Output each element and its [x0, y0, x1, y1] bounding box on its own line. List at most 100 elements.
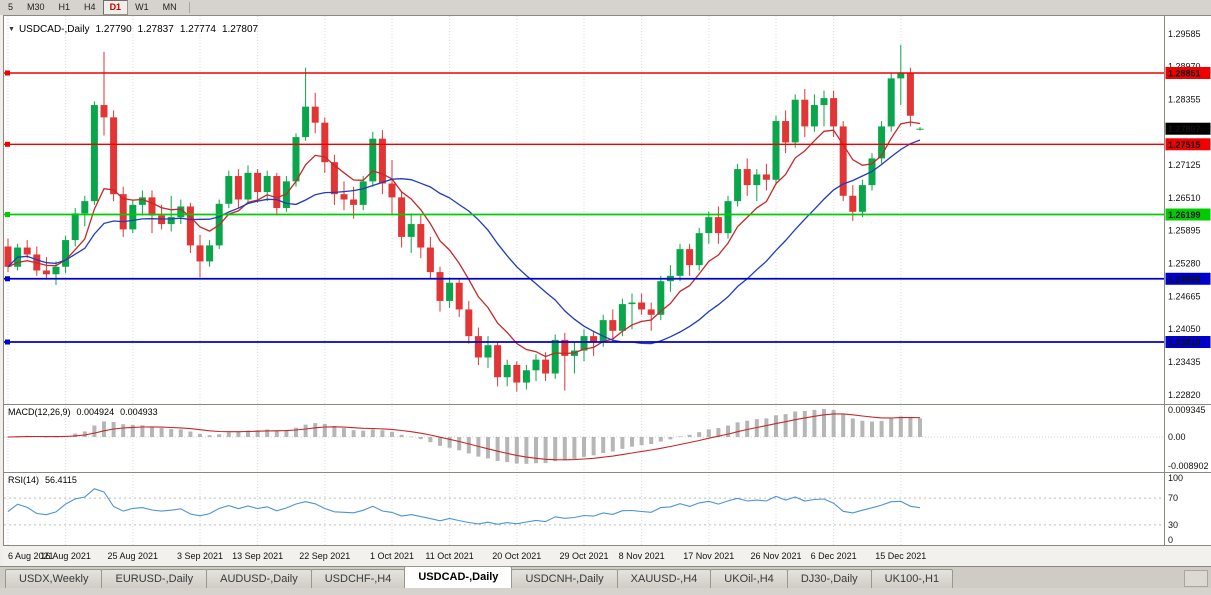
slow-ma-line	[7, 139, 921, 345]
price-line-badge: 1.23810	[1165, 336, 1211, 349]
candle-body	[916, 128, 924, 130]
price-line-badge-text: 1.23810	[1168, 338, 1201, 348]
price-line-badge-bg	[1165, 138, 1211, 151]
timeframe-button-h4[interactable]: H4	[84, 2, 96, 12]
candle-body	[494, 345, 502, 378]
candlestick-series	[4, 44, 924, 392]
chart-tab-usdx-weekly[interactable]: USDX,Weekly	[5, 569, 103, 588]
candle-body	[839, 126, 847, 196]
candle-body	[23, 247, 31, 255]
candle-body	[782, 121, 790, 143]
macd-signal-line	[7, 413, 921, 461]
timeframe-button-d1[interactable]: D1	[102, 0, 129, 15]
macd-bar	[380, 430, 385, 437]
macd-bar	[207, 435, 212, 437]
macd-bar	[409, 436, 414, 438]
macd-bar	[274, 430, 279, 437]
chart-tab-usdchf-h4[interactable]: USDCHF-,H4	[310, 569, 406, 588]
chart-tab-xauusd-h4[interactable]: XAUUSD-,H4	[616, 569, 712, 588]
h-line-handle[interactable]	[5, 276, 10, 282]
h-line-handle[interactable]	[5, 212, 10, 218]
macd-bar	[850, 418, 855, 437]
timeframe-button-5[interactable]: 5	[8, 2, 14, 12]
ohlc-open-value: 1.27790	[95, 24, 132, 35]
timeframe-button-m30[interactable]: M30	[27, 2, 45, 12]
date-label: 1 Oct 2021	[370, 551, 414, 561]
candle-body	[609, 320, 617, 331]
toolbar-separator	[188, 2, 190, 13]
chart-tab-uk100-h1[interactable]: UK100-,H1	[870, 569, 954, 588]
candle-body	[590, 336, 598, 342]
macd-bar	[774, 415, 778, 437]
candle-body	[330, 162, 338, 195]
chart-symbol-period: USDCAD-,Daily	[18, 24, 90, 35]
candle-body	[4, 246, 12, 267]
timeframe-button-w1[interactable]: W1	[135, 2, 149, 12]
h-line-handle[interactable]	[5, 339, 10, 345]
macd-bar	[447, 437, 452, 448]
macd-main-value: 0.004924	[76, 407, 115, 417]
collapse-triangle-icon: ▼	[8, 26, 15, 33]
h-line-handle[interactable]	[5, 70, 10, 76]
chart-background	[3, 15, 1211, 546]
candle-body	[810, 105, 818, 127]
chart-tab-audusd-daily[interactable]: AUDUSD-,Daily	[206, 569, 312, 588]
macd-bar	[889, 418, 894, 437]
macd-axis-min: -0.008902	[1168, 461, 1209, 471]
candle-body	[186, 206, 194, 246]
macd-bar	[255, 430, 260, 437]
y-axis-label: 1.25280	[1168, 259, 1201, 269]
chart-tab-dj30-daily[interactable]: DJ30-,Daily	[786, 569, 872, 588]
date-label: 13 Sep 2021	[232, 551, 283, 561]
h-line-handle[interactable]	[5, 141, 10, 147]
macd-bar	[793, 411, 798, 437]
macd-bar	[322, 423, 327, 437]
macd-bar	[102, 421, 106, 437]
chart-tab-usdcnh-daily[interactable]: USDCNH-,Daily	[511, 569, 618, 588]
current-price-badge-bg	[1165, 122, 1211, 135]
macd-bar	[572, 437, 577, 459]
chart-tabs-bar: USDX,Weekly EURUSD-,Daily AUDUSD-,Daily USD…	[0, 566, 1211, 588]
candle-body	[446, 282, 454, 301]
macd-bar	[236, 431, 241, 437]
timeframe-button-mn[interactable]: MN	[162, 2, 177, 12]
candle-body	[849, 195, 857, 212]
price-axis-labels: 1.29585 1.28970 1.28355 1.27125 1.26510 1.258…	[1168, 29, 1209, 545]
candle-body	[158, 215, 166, 225]
price-chart-canvas[interactable]: 1.29585 1.28970 1.28355 1.27125 1.26510 1.258…	[0, 15, 1211, 566]
timeframe-button-h1[interactable]: H1	[58, 2, 71, 12]
candle-body	[234, 176, 242, 200]
macd-bar	[735, 422, 740, 437]
macd-bar	[150, 426, 154, 437]
candle-body	[628, 302, 636, 305]
candle-body	[772, 121, 780, 180]
candle-body	[321, 122, 329, 163]
chart-tab-eurusd-daily[interactable]: EURUSD-,Daily	[101, 569, 208, 588]
y-axis-label: 1.26510	[1168, 193, 1201, 203]
macd-bar	[582, 437, 586, 457]
candle-body	[503, 364, 511, 378]
macd-bar	[246, 430, 250, 437]
date-label: 16 Aug 2021	[40, 551, 91, 561]
date-label: 11 Oct 2021	[425, 551, 473, 561]
macd-bar	[505, 437, 510, 463]
macd-bar	[130, 424, 135, 437]
price-line-badge-bg	[1165, 272, 1211, 285]
macd-bar	[140, 425, 145, 437]
y-axis-label: 1.28355	[1168, 94, 1201, 104]
macd-bar	[265, 429, 270, 437]
date-axis-background	[3, 546, 1211, 566]
date-label: 26 Nov 2021	[750, 551, 801, 561]
macd-bar	[668, 437, 673, 440]
y-axis-label: 1.27125	[1168, 160, 1201, 170]
chart-tab-usdcad-daily[interactable]: USDCAD-,Daily	[404, 566, 513, 588]
macd-bar	[706, 429, 711, 437]
macd-axis-max: 0.009345	[1168, 405, 1206, 415]
price-line-badge-text: 1.26199	[1168, 210, 1201, 220]
price-line-badge-text: 1.24995	[1168, 274, 1201, 284]
y-axis-label: 1.24665	[1168, 291, 1201, 301]
chart-tab-ukoil-h4[interactable]: UKOil-,H4	[710, 569, 788, 588]
macd-bar	[121, 424, 126, 437]
tabbar-scroll-corner[interactable]	[1184, 570, 1208, 587]
macd-bar	[303, 424, 308, 437]
